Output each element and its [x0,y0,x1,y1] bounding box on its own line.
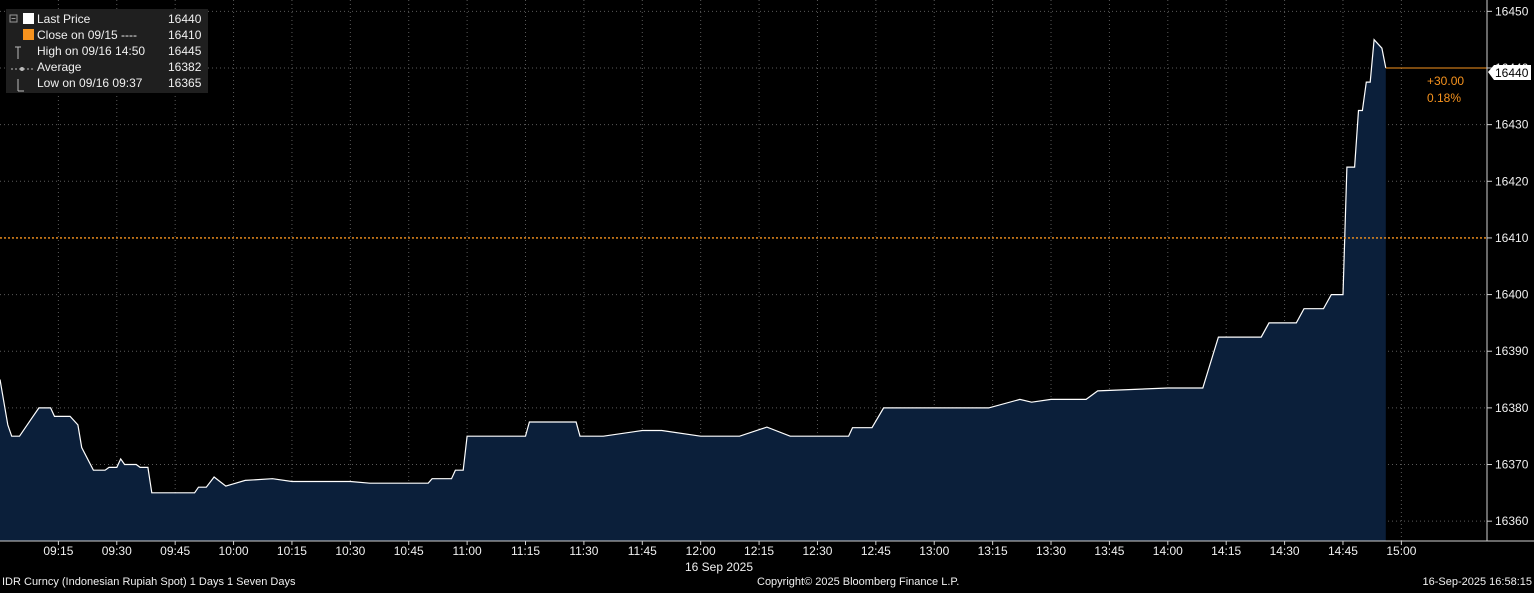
legend-item-average: Average 16382 [6,59,208,75]
x-tick-label: 12:30 [802,544,832,558]
footer-security-description: IDR Curncy (Indonesian Rupiah Spot) 1 Da… [2,576,296,588]
price-area-fill [0,39,1386,541]
x-tick-label: 14:00 [1153,544,1183,558]
high-marker-icon [9,45,21,59]
x-tick-label: 10:30 [335,544,365,558]
last-price-tag: 16440 [1488,65,1531,80]
last-price-tag-value: 16440 [1495,66,1529,80]
x-tick-label: 10:00 [219,544,249,558]
x-tick-label: 11:30 [569,544,598,558]
y-tick-label: 16390 [1495,344,1529,358]
change-absolute-label: +30.00 [1427,74,1464,88]
x-axis: 09:15 09:30 09:45 10:00 10:15 10:30 10:45 11:00… [43,541,1417,558]
legend-value: 16382 [168,60,202,74]
orange-square-icon [9,29,34,41]
x-tick-label: 13:45 [1094,544,1124,558]
legend-item-low: Low on 09/16 09:37 16365 [6,75,208,92]
legend-value: 16410 [168,28,202,42]
y-tick-label: 16410 [1495,231,1529,245]
x-tick-label: 12:15 [744,544,774,558]
low-marker-icon [9,77,24,92]
x-tick-label: 10:45 [394,544,424,558]
x-tick-label: 11:00 [453,544,482,558]
footer-copyright: Copyright© 2025 Bloomberg Finance L.P. [757,576,960,588]
x-tick-label: 12:00 [686,544,716,558]
x-tick-label: 15:00 [1386,544,1416,558]
x-tick-label: 14:15 [1211,544,1241,558]
x-tick-label: 14:45 [1328,544,1358,558]
x-tick-label: 09:30 [102,544,132,558]
x-tick-label: 12:45 [861,544,891,558]
legend-item-high: High on 09/16 14:50 16445 [6,43,208,59]
x-tick-label: 09:45 [160,544,190,558]
x-tick-label: 13:00 [919,544,949,558]
price-line [0,38,1387,494]
y-tick-label: 16400 [1495,288,1529,302]
x-tick-label: 11:45 [628,544,657,558]
x-axis-date-label: 16 Sep 2025 [685,560,753,574]
white-square-icon [9,13,34,25]
y-tick-label: 16450 [1495,4,1529,18]
legend-value: 16440 [168,12,202,26]
change-percent-label: 0.18% [1427,91,1461,105]
y-tick-label: 16420 [1495,174,1529,188]
footer-timestamp: 16-Sep-2025 16:58:15 [1422,576,1532,588]
legend-value: 16365 [168,76,202,90]
y-tick-label: 16370 [1495,458,1529,472]
x-tick-label: 11:15 [511,544,540,558]
legend-label: Last Price [37,12,91,26]
y-tick-label: 16360 [1495,514,1529,528]
x-tick-label: 14:30 [1270,544,1300,558]
legend-item-close: Close on 09/15 ---- 16410 [6,27,208,43]
legend-item-last-price: Last Price 16440 [6,11,208,27]
legend-value: 16445 [168,44,202,58]
y-tick-label: 16380 [1495,401,1529,415]
legend-label: Close on 09/15 ---- [37,28,138,42]
x-tick-label: 13:15 [978,544,1008,558]
legend-label: Average [37,60,82,74]
legend: Last Price 16440 Close on 09/15 ---- 164… [6,9,208,93]
x-tick-label: 09:15 [43,544,73,558]
average-marker-icon [9,61,33,73]
x-tick-label: 13:30 [1036,544,1066,558]
y-tick-label: 16430 [1495,118,1529,132]
legend-label: High on 09/16 14:50 [37,44,146,58]
x-tick-label: 10:15 [277,544,307,558]
y-axis: 16360 16370 16380 16390 16400 16410 16420 16430… [1487,4,1529,528]
legend-label: Low on 09/16 09:37 [37,76,143,90]
